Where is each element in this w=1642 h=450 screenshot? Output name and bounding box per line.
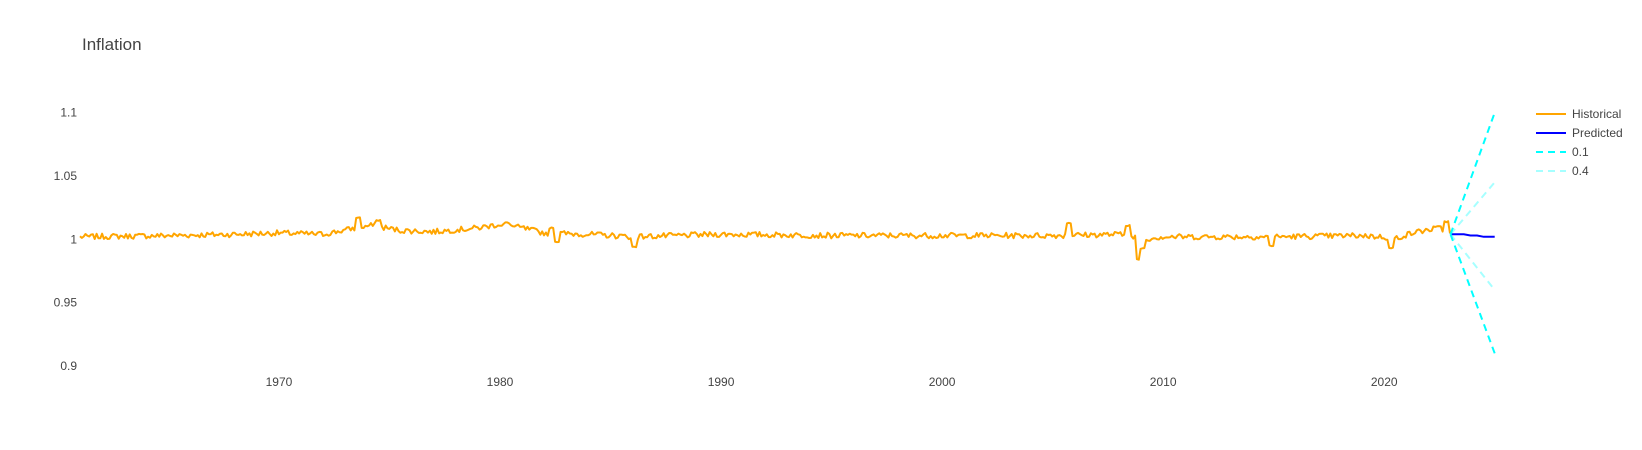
y-tick-label: 1 [70,232,77,246]
x-tick-label: 1990 [708,375,735,389]
legend-item-historical[interactable]: Historical [1536,107,1621,121]
x-tick-label: 2010 [1150,375,1177,389]
x-tick-label: 2020 [1371,375,1398,389]
x-axis-ticks: 1970 1980 1990 2000 2010 2020 [266,375,1398,389]
series-layer [80,113,1495,354]
x-tick-label: 1970 [266,375,293,389]
legend-item-0-1[interactable]: 0.1 [1536,145,1589,159]
legend-label: Historical [1572,107,1621,121]
series-line-historical [80,217,1450,259]
chart-title: Inflation [82,35,142,54]
quantile-0-1-upper-line [1451,113,1495,235]
quantile-0-4-upper-line [1451,182,1495,234]
y-tick-label: 1.1 [60,106,77,120]
legend-item-predicted[interactable]: Predicted [1536,126,1623,140]
legend[interactable]: Historical Predicted 0.1 0.4 [1536,107,1623,178]
y-tick-label: 0.9 [60,359,77,373]
legend-label: 0.1 [1572,145,1589,159]
x-tick-label: 2000 [929,375,956,389]
quantile-0-1-lower-line [1451,234,1495,353]
x-tick-label: 1980 [487,375,514,389]
y-tick-label: 1.05 [54,169,78,183]
legend-label: Predicted [1572,126,1623,140]
legend-item-0-4[interactable]: 0.4 [1536,164,1589,178]
legend-label: 0.4 [1572,164,1589,178]
y-tick-label: 0.95 [54,296,78,310]
series-line-predicted [1451,234,1495,237]
y-axis-ticks: 0.9 0.95 1 1.05 1.1 [54,106,78,373]
quantile-0-4-lower-line [1451,234,1495,290]
